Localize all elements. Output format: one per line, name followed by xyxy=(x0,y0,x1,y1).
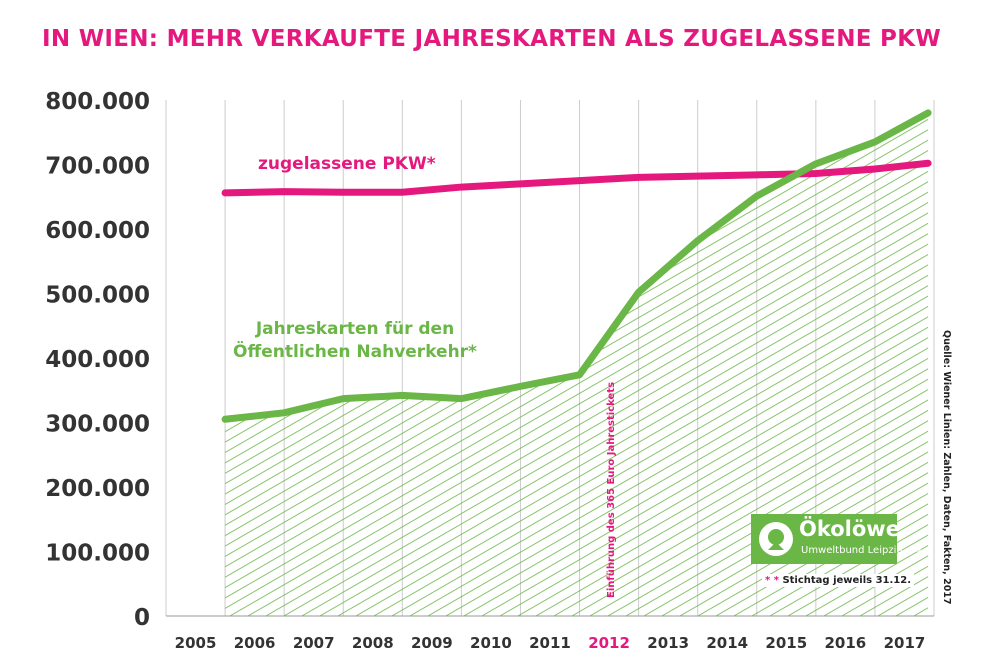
x-tick-label: 2013 xyxy=(647,634,689,652)
y-tick-label: 800.000 xyxy=(45,89,150,115)
jahreskarten-series-label: Jahreskarten für den xyxy=(255,319,454,339)
footnote: * * Stichtag jeweils 31.12. xyxy=(762,574,915,587)
footnote-text: Stichtag jeweils 31.12. xyxy=(782,575,912,586)
y-tick-label: 500.000 xyxy=(45,283,150,309)
x-tick-label: 2012 xyxy=(588,634,630,652)
x-tick-label: 2008 xyxy=(352,634,394,652)
lion-icon xyxy=(759,522,793,556)
logo-name: Ökolöwe xyxy=(799,517,900,541)
y-tick-label: 300.000 xyxy=(45,412,150,438)
pkw-line xyxy=(221,159,932,197)
x-tick-label: 2011 xyxy=(529,634,571,652)
y-tick-label: 600.000 xyxy=(45,218,150,244)
y-tick-label: 200.000 xyxy=(45,476,150,502)
jahreskarten-series-label-line2: Öffentlichen Nahverkehr* xyxy=(233,340,477,362)
y-tick-label: 700.000 xyxy=(45,154,150,180)
y-tick-label: 400.000 xyxy=(45,347,150,373)
labels: zugelassene PKW* Jahreskarten für denÖffe… xyxy=(233,154,617,598)
x-tick-label: 2006 xyxy=(234,634,276,652)
logo: Ökolöwe Umweltbund Leipzig e.V. xyxy=(751,514,924,564)
x-tick-label: 2009 xyxy=(411,634,453,652)
x-tick-label: 2010 xyxy=(470,634,512,652)
jahreskarten-line xyxy=(221,109,932,423)
axes: 0 100.000 200.000 300.000 400.000 500.000 600.… xyxy=(45,89,934,652)
x-tick-label: 2015 xyxy=(765,634,807,652)
y-tick-label: 0 xyxy=(134,605,150,631)
source-note: Quelle: Wiener Linien: Zahlen, Daten, Fa… xyxy=(941,330,952,605)
x-tick-label: 2017 xyxy=(884,634,926,652)
x-tick-label: 2014 xyxy=(706,634,748,652)
jahreskarten-area xyxy=(225,112,929,617)
x-tick-label: 2016 xyxy=(825,634,867,652)
x-tick-label: 2007 xyxy=(293,634,335,652)
area-fill xyxy=(225,112,929,617)
x-tick-label: 2005 xyxy=(175,634,217,652)
logo-subtitle: Umweltbund Leipzig e.V. xyxy=(801,545,924,556)
annotation-365-euro: Einführung des 365 Euro Jahrestickets xyxy=(606,382,617,598)
chart-title: IN WIEN: MEHR VERKAUFTE JAHRESKARTEN ALS… xyxy=(42,26,942,52)
y-tick-label: 100.000 xyxy=(45,541,150,567)
series-lines xyxy=(221,109,932,423)
pkw-series-label: zugelassene PKW* xyxy=(258,154,436,174)
footnote-stars: * * xyxy=(765,575,779,586)
